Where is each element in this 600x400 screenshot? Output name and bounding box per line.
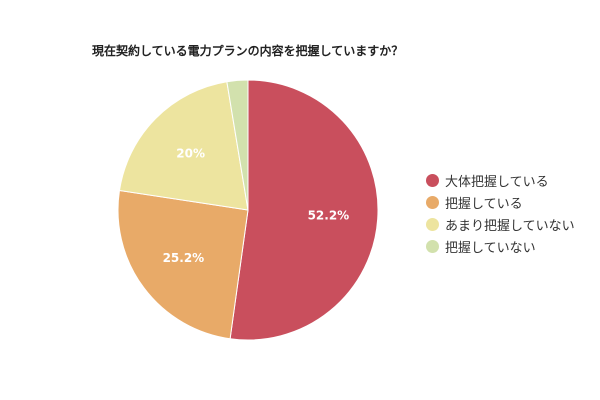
legend-label: 大体把握している [445, 174, 549, 190]
legend-swatch [426, 217, 439, 231]
legend-label: 把握していない [445, 240, 536, 256]
legend-swatch [426, 173, 439, 187]
pie-slice [229, 79, 379, 341]
legend-label: 把握している [445, 196, 523, 212]
chart-title: 現在契約している電力プランの内容を把握していますか？ [92, 44, 404, 58]
legend-swatch [426, 195, 439, 209]
legend-item: 把握していない [426, 235, 575, 257]
legend-swatch [426, 239, 439, 253]
legend: 大体把握している 把握しているあまり把握していない 把握していない [426, 169, 575, 257]
pie-slice [117, 189, 249, 340]
slice-value-label: 52.2% [308, 209, 350, 223]
slice-value-label: 20% [176, 146, 205, 160]
legend-item: 大体把握している [426, 169, 575, 191]
slice-value-label: 25.2% [163, 251, 205, 265]
legend-item: 把握している [426, 191, 575, 213]
legend-item: あまり把握していない [426, 213, 575, 235]
legend-label: あまり把握していない [445, 218, 575, 234]
pie-slice [118, 81, 249, 211]
pie-slice [226, 79, 249, 211]
